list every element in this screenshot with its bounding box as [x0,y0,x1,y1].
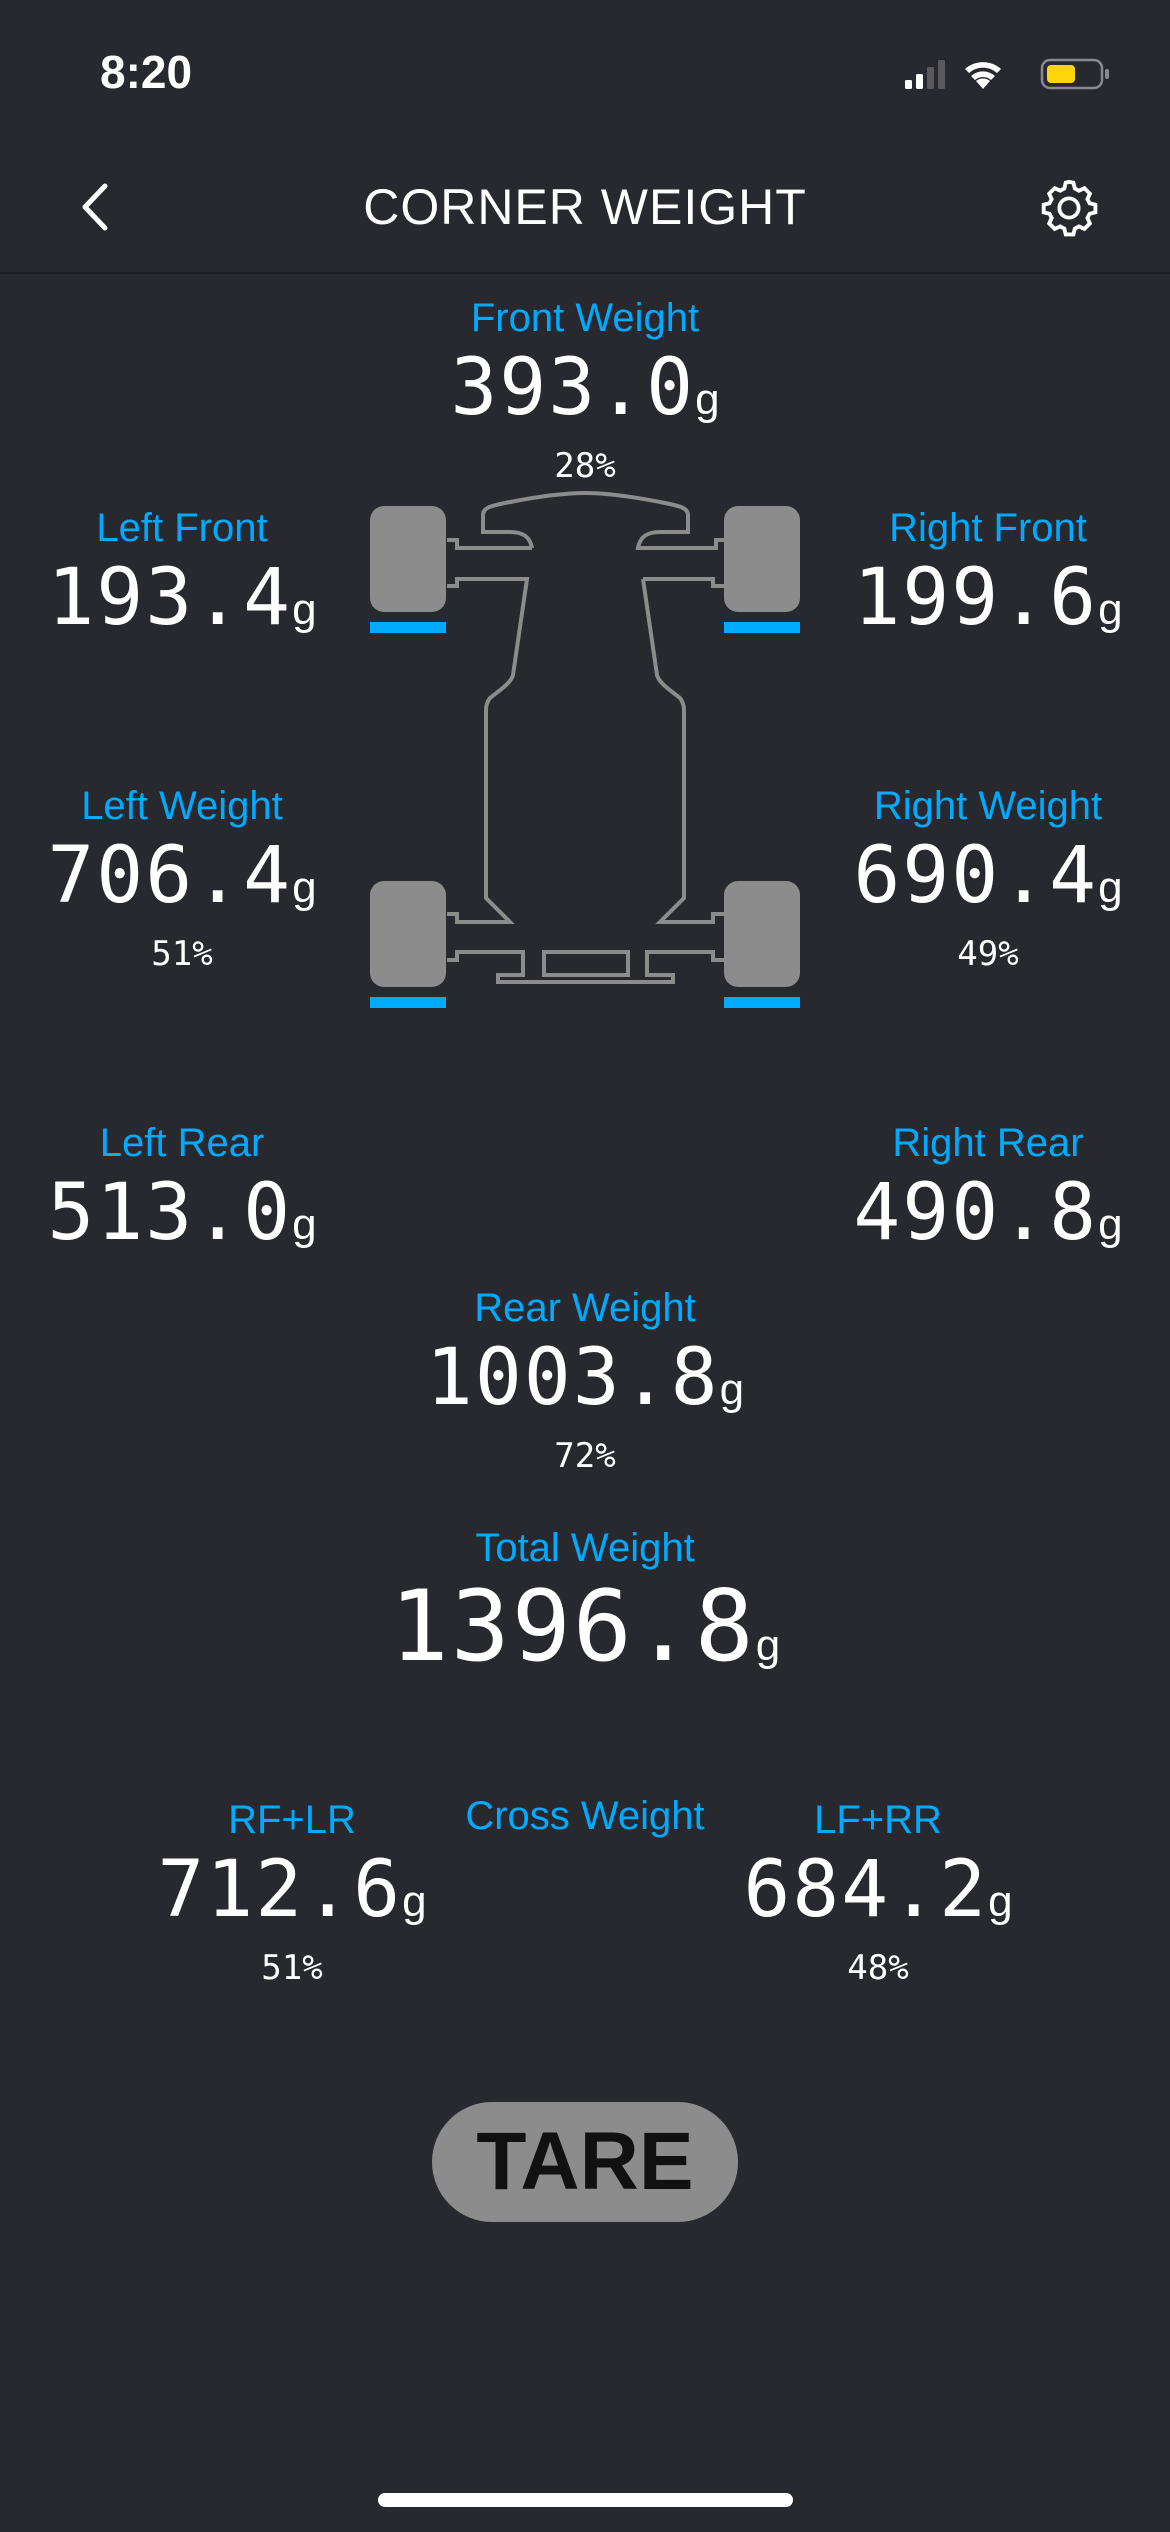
left-weight-percent: 51% [151,934,213,974]
wheel-right-rear [724,881,800,987]
total-weight-value: 1396.8 [389,1570,756,1684]
front-weight-percent: 28% [554,446,616,486]
lf-rr-value: 684.2 [743,1845,989,1935]
back-button[interactable] [75,180,115,234]
right-front-label: Right Front [889,506,1087,550]
lf-rr-percent: 48% [847,1948,909,1988]
left-rear-value: 513.0 [47,1168,293,1258]
left-front-block: Left Front 193.4g [0,504,382,656]
left-weight-label: Left Weight [81,784,283,828]
wheel-left-front [370,506,446,612]
left-rear-label: Left Rear [99,1121,265,1165]
right-weight-block: Right Weight 690.4g 49% [788,782,1170,974]
rf-lr-label: RF+LR [228,1798,356,1842]
front-weight-value: 393.0 [450,343,696,433]
rear-weight-label: Rear Weight [474,1286,696,1330]
left-weight-block: Left Weight 706.4g 51% [0,782,382,974]
left-weight-value: 706.4 [47,831,293,921]
total-weight-label: Total Weight [475,1526,695,1570]
right-weight-percent: 49% [957,934,1019,974]
car-chassis-diagram [370,490,800,1008]
home-indicator[interactable] [378,2493,793,2507]
right-rear-indicator [724,997,800,1008]
total-weight-block: Total Weight 1396.8g [335,1524,835,1701]
chassis-outline [447,490,724,984]
right-weight-value: 690.4 [853,831,1099,921]
right-front-indicator [724,622,800,633]
front-weight-label: Front Weight [470,296,700,340]
status-time: 8:20 [100,46,193,98]
page-title: CORNER WEIGHT [363,179,807,235]
lf-rr-label: LF+RR [814,1798,942,1842]
wheel-right-front [724,506,800,612]
left-front-indicator [370,622,446,633]
rf-lr-percent: 51% [261,1948,323,1988]
chevron-left-icon [82,183,108,231]
left-rear-block: Left Rear 513.0g [0,1119,382,1271]
lf-rr-block: LF+RR 684.2g 48% [678,1796,1078,1988]
right-rear-label: Right Rear [892,1121,1084,1165]
cross-weight-label: Cross Weight [465,1794,705,1838]
tare-button[interactable]: TARE [432,2102,738,2222]
rear-weight-block: Rear Weight 1003.8g 72% [385,1284,785,1476]
gear-icon [1041,179,1098,237]
front-weight-block: Front Weight 393.0g 28% [385,294,785,486]
right-rear-block: Right Rear 490.8g [788,1119,1170,1271]
header-divider [0,272,1170,274]
right-weight-label: Right Weight [873,784,1103,828]
wifi-icon [965,62,1001,89]
rf-lr-block: RF+LR 712.6g 51% [92,1796,492,1988]
cross-weight-block: Cross Weight [385,1792,785,1840]
battery-icon [1040,58,1109,90]
status-icons [905,58,1109,90]
wheel-left-rear [370,881,446,987]
right-rear-value: 490.8 [853,1168,1099,1258]
right-front-value: 199.6 [853,553,1099,643]
rear-weight-percent: 72% [554,1436,616,1476]
signal-icon [905,60,945,89]
left-front-value: 193.4 [47,553,293,643]
left-front-label: Left Front [96,506,268,550]
settings-button[interactable] [1036,175,1102,241]
right-front-block: Right Front 199.6g [788,504,1170,656]
rf-lr-value: 712.6 [157,1845,403,1935]
rear-weight-value: 1003.8 [425,1333,720,1423]
left-rear-indicator [370,997,446,1008]
